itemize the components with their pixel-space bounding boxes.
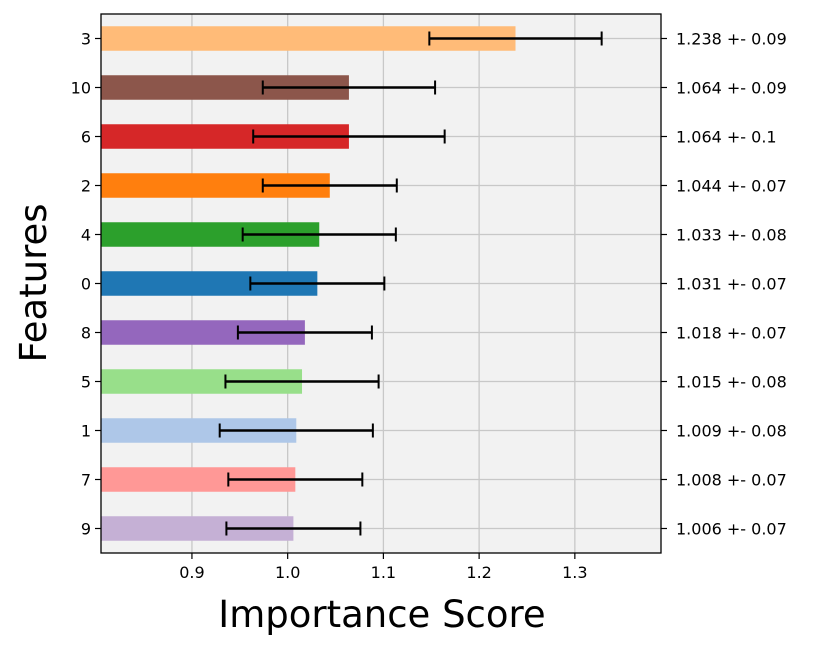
y-tick-label: 3	[81, 30, 91, 49]
y-tick-label: 2	[81, 177, 91, 196]
y-axis-title: Features	[12, 203, 55, 362]
x-tick-label: 1.0	[275, 563, 300, 582]
value-label: 1.009 +- 0.08	[676, 422, 787, 441]
x-tick-label: 1.1	[371, 563, 396, 582]
x-tick-label: 0.9	[179, 563, 204, 582]
y-tick-label: 7	[81, 471, 91, 490]
value-label: 1.006 +- 0.07	[676, 520, 787, 539]
x-tick-label: 1.3	[562, 563, 587, 582]
value-label: 1.238 +- 0.09	[676, 30, 787, 49]
value-label: 1.044 +- 0.07	[676, 177, 787, 196]
y-tick-label: 5	[81, 373, 91, 392]
value-label: 1.015 +- 0.08	[676, 373, 787, 392]
value-label: 1.018 +- 0.07	[676, 324, 787, 343]
x-axis-title: Importance Score	[218, 593, 545, 636]
y-tick-label: 8	[81, 324, 91, 343]
y-tick-label: 4	[81, 226, 91, 245]
y-tick-label: 6	[81, 128, 91, 147]
value-labels: 1.238 +- 0.09 1.064 +- 0.09 1.064 +- 0.1 1.…	[676, 30, 787, 539]
axis-ticks: 0.9 1.0 1.1 1.2 1.3 3 10 6 2 4 0 8 5 1 7 9	[71, 30, 667, 582]
value-label: 1.033 +- 0.08	[676, 226, 787, 245]
y-tick-label: 10	[71, 79, 91, 98]
value-label: 1.008 +- 0.07	[676, 471, 787, 490]
value-label: 1.064 +- 0.09	[676, 79, 787, 98]
y-tick-label: 0	[81, 275, 91, 294]
value-label: 1.064 +- 0.1	[676, 128, 777, 147]
y-tick-label: 9	[81, 520, 91, 539]
error-bars	[218, 31, 603, 536]
y-tick-label: 1	[81, 422, 91, 441]
x-tick-label: 1.2	[466, 563, 491, 582]
value-label: 1.031 +- 0.07	[676, 275, 787, 294]
